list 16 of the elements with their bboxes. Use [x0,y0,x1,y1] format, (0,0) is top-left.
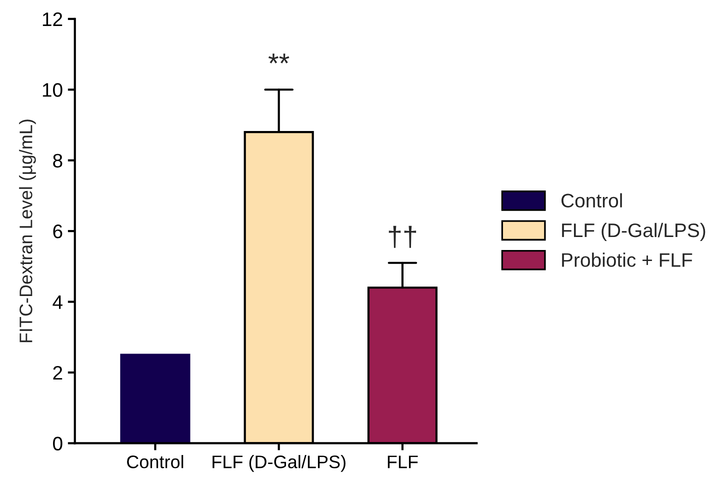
x-tick-label: Control [127,455,184,468]
annotation: ** [268,54,290,64]
legend-label: FLF (D-Gal/LPS) [562,222,706,242]
x-tick-label: FLF (D-Gal/LPS) [212,455,346,472]
legend-label: Control [561,193,622,208]
x-tick-label: FLF [388,456,418,468]
y-tick-label: 6 [53,224,62,238]
annotation: †† [388,226,416,248]
y-tick-label: 8 [53,154,62,168]
y-tick-label: 2 [53,366,62,380]
y-tick-label: 12 [42,12,62,26]
y-tick-label: 0 [53,436,62,450]
y-axis-title: FITC-Dextran Level (µg/mL) [19,120,36,342]
legend-label: Probiotic + FLF [562,252,692,267]
y-tick-label: 10 [42,83,62,97]
y-tick-label: 4 [52,295,63,309]
